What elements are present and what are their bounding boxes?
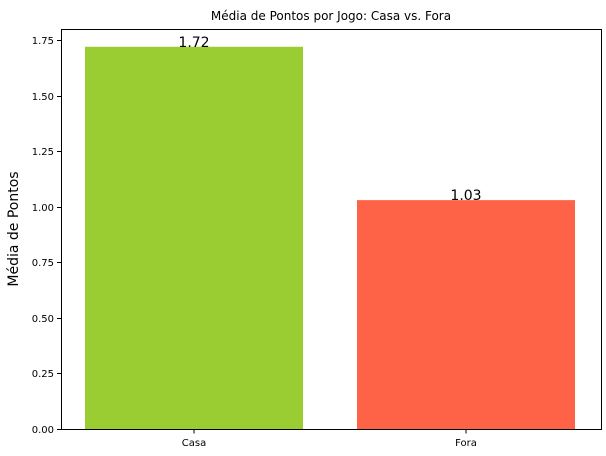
bar-fora (357, 200, 575, 429)
y-axis-label: Média de Pontos (6, 171, 22, 286)
y-tick-label: 1.25 (32, 147, 54, 158)
plot-frame (61, 29, 602, 430)
y-tick-label: 0.00 (32, 425, 54, 436)
bar-casa (85, 46, 303, 430)
y-tick-label: 1.75 (32, 36, 54, 47)
y-tick-label: 1.50 (32, 92, 54, 103)
x-tick-label: Fora (455, 438, 477, 449)
x-axis: Casa Fora (182, 429, 477, 449)
y-tick-label: 1.00 (32, 203, 54, 214)
y-tick-label: 0.25 (32, 369, 54, 380)
chart-title: Média de Pontos por Jogo: Casa vs. Fora (211, 9, 451, 23)
data-label-casa: 1.72 (178, 35, 209, 51)
bars-group (85, 46, 575, 430)
data-label-fora: 1.03 (450, 188, 481, 204)
y-axis: 0.00 0.25 0.50 0.75 1.00 1.25 1.50 1.75 (32, 36, 61, 436)
x-tick-label: Casa (182, 438, 206, 449)
y-tick-label: 0.50 (32, 314, 54, 325)
y-tick-label: 0.75 (32, 258, 54, 269)
data-labels-group: 1.72 1.03 (178, 35, 481, 204)
